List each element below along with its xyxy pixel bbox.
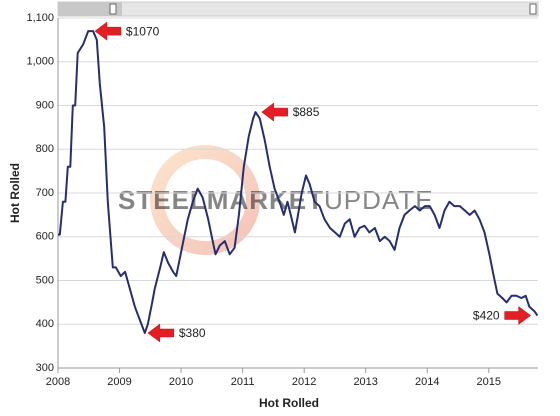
x-tick-label: 2008 <box>46 376 70 388</box>
y-axis-label: Hot Rolled <box>8 163 22 223</box>
x-tick-label: 2014 <box>415 376 439 388</box>
x-tick-label: 2015 <box>477 376 501 388</box>
annotation-label: $380 <box>179 326 206 340</box>
watermark-logo <box>150 145 260 255</box>
annotation-arrow <box>94 21 122 41</box>
annotation-arrow <box>504 306 532 325</box>
annotation-label: $1070 <box>126 24 160 38</box>
y-tick-label: 900 <box>36 99 54 111</box>
y-tick-label: 400 <box>36 318 54 330</box>
watermark-part: UPDATE <box>324 185 434 215</box>
navigator-window[interactable] <box>58 2 122 16</box>
annotation-arrow <box>261 102 288 122</box>
annotation-label: $885 <box>293 105 320 119</box>
x-tick-label: 2012 <box>292 376 316 388</box>
annotation-label: $420 <box>473 309 500 323</box>
watermark-part: MARKET <box>207 185 324 215</box>
line-series <box>58 30 539 334</box>
watermark: STEELMARKETUPDATE <box>118 185 434 215</box>
y-tick-label: 1,100 <box>26 12 54 24</box>
x-axis-label: Hot Rolled <box>259 396 319 410</box>
x-tick-label: 2013 <box>353 376 377 388</box>
x-tick-label: 2011 <box>231 376 255 388</box>
y-tick-label: 1,000 <box>26 56 54 68</box>
x-tick-label: 2009 <box>107 376 131 388</box>
navigator-handle[interactable] <box>529 3 537 15</box>
y-tick-label: 800 <box>36 143 54 155</box>
y-tick-label: 500 <box>36 274 54 286</box>
y-tick-label: 600 <box>36 231 54 243</box>
y-tick-label: 700 <box>36 187 54 199</box>
navigator-handle[interactable] <box>109 3 117 15</box>
x-tick-label: 2010 <box>169 376 193 388</box>
annotation-arrow <box>147 323 175 343</box>
y-tick-label: 300 <box>36 362 54 374</box>
navigator[interactable] <box>57 1 539 17</box>
